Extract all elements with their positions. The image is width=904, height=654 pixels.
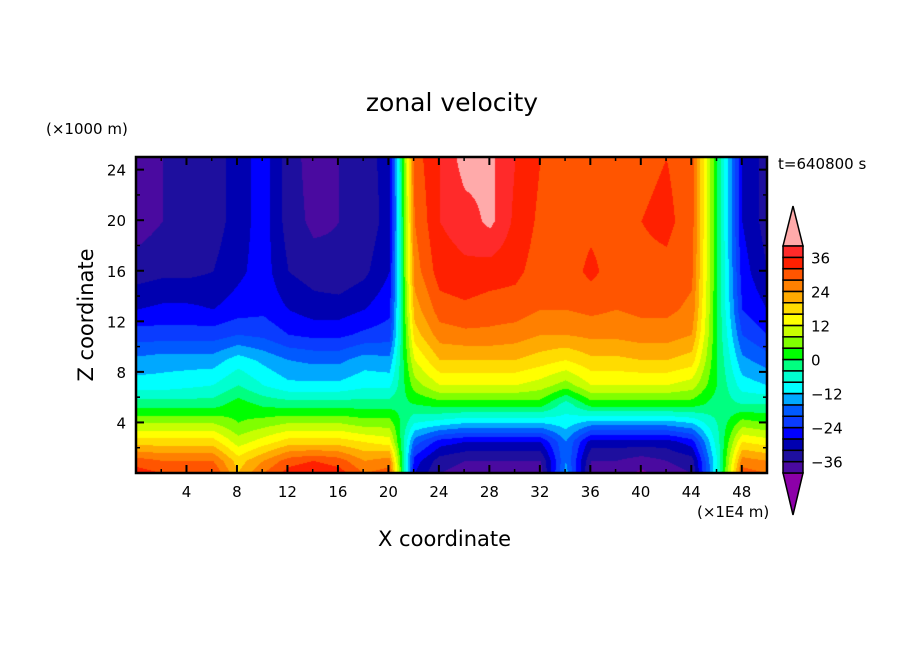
y-tick-label: 8 <box>116 364 126 382</box>
y-tick-label: 4 <box>116 414 126 432</box>
plot-frame <box>134 155 769 475</box>
colorbar-box <box>782 313 804 327</box>
x-tick-label: 20 <box>379 483 398 501</box>
y-tick-label: 20 <box>107 212 126 230</box>
colorbar-box <box>782 324 804 338</box>
x-tick-label: 32 <box>530 483 549 501</box>
colorbar-tick-label: −12 <box>811 386 843 404</box>
colorbar-box <box>782 449 804 463</box>
colorbar-tick-label: 0 <box>811 352 821 370</box>
x-tick-label: 16 <box>328 483 347 501</box>
colorbar-tick-label: 24 <box>811 283 830 301</box>
colorbar-box <box>782 460 804 474</box>
x-tick-label: 8 <box>232 483 242 501</box>
colorbar-box <box>782 358 804 372</box>
colorbar-box <box>782 392 804 406</box>
x-tick-label: 28 <box>480 483 499 501</box>
x-tick-label: 4 <box>182 483 192 501</box>
chart-title: zonal velocity <box>365 88 539 117</box>
x-tick-label: 24 <box>429 483 448 501</box>
colorbar-box <box>782 370 804 383</box>
colorbar-tick-label: −24 <box>811 420 843 438</box>
colorbar-box <box>782 245 804 259</box>
colorbar-tick-label: 12 <box>811 317 830 335</box>
x-tick-label: 12 <box>278 483 297 501</box>
colorbar-box <box>782 279 804 293</box>
y-tick-label: 24 <box>107 162 126 180</box>
colorbar-box <box>782 336 804 349</box>
colorbar-over-triangle <box>782 205 804 247</box>
x-unit-label: (×1E4 m) <box>697 503 770 521</box>
colorbar-box <box>782 404 804 417</box>
colorbar-box <box>782 302 804 315</box>
x-axis-label: X coordinate <box>378 527 512 551</box>
colorbar-box <box>782 426 804 440</box>
colorbar-tick-label: −36 <box>811 454 843 472</box>
colorbar-under-triangle <box>782 472 804 516</box>
x-tick-label: 48 <box>732 483 751 501</box>
x-tick-label: 44 <box>682 483 701 501</box>
y-tick-label: 16 <box>107 263 126 281</box>
colorbar-box <box>782 438 804 452</box>
colorbar-box <box>782 267 804 281</box>
colorbar-box <box>782 415 804 429</box>
colorbar-box <box>782 381 804 395</box>
x-tick-label: 36 <box>581 483 600 501</box>
y-tick-label: 12 <box>107 313 126 331</box>
colorbar-box <box>782 256 804 270</box>
colorbar-box <box>782 347 804 361</box>
x-tick-label: 40 <box>631 483 650 501</box>
y-unit-label: (×1000 m) <box>46 120 128 138</box>
time-annotation: t=640800 s <box>778 155 867 173</box>
contour-field <box>137 158 767 473</box>
colorbar-tick-label: 36 <box>811 249 830 267</box>
colorbar-box <box>782 290 804 304</box>
